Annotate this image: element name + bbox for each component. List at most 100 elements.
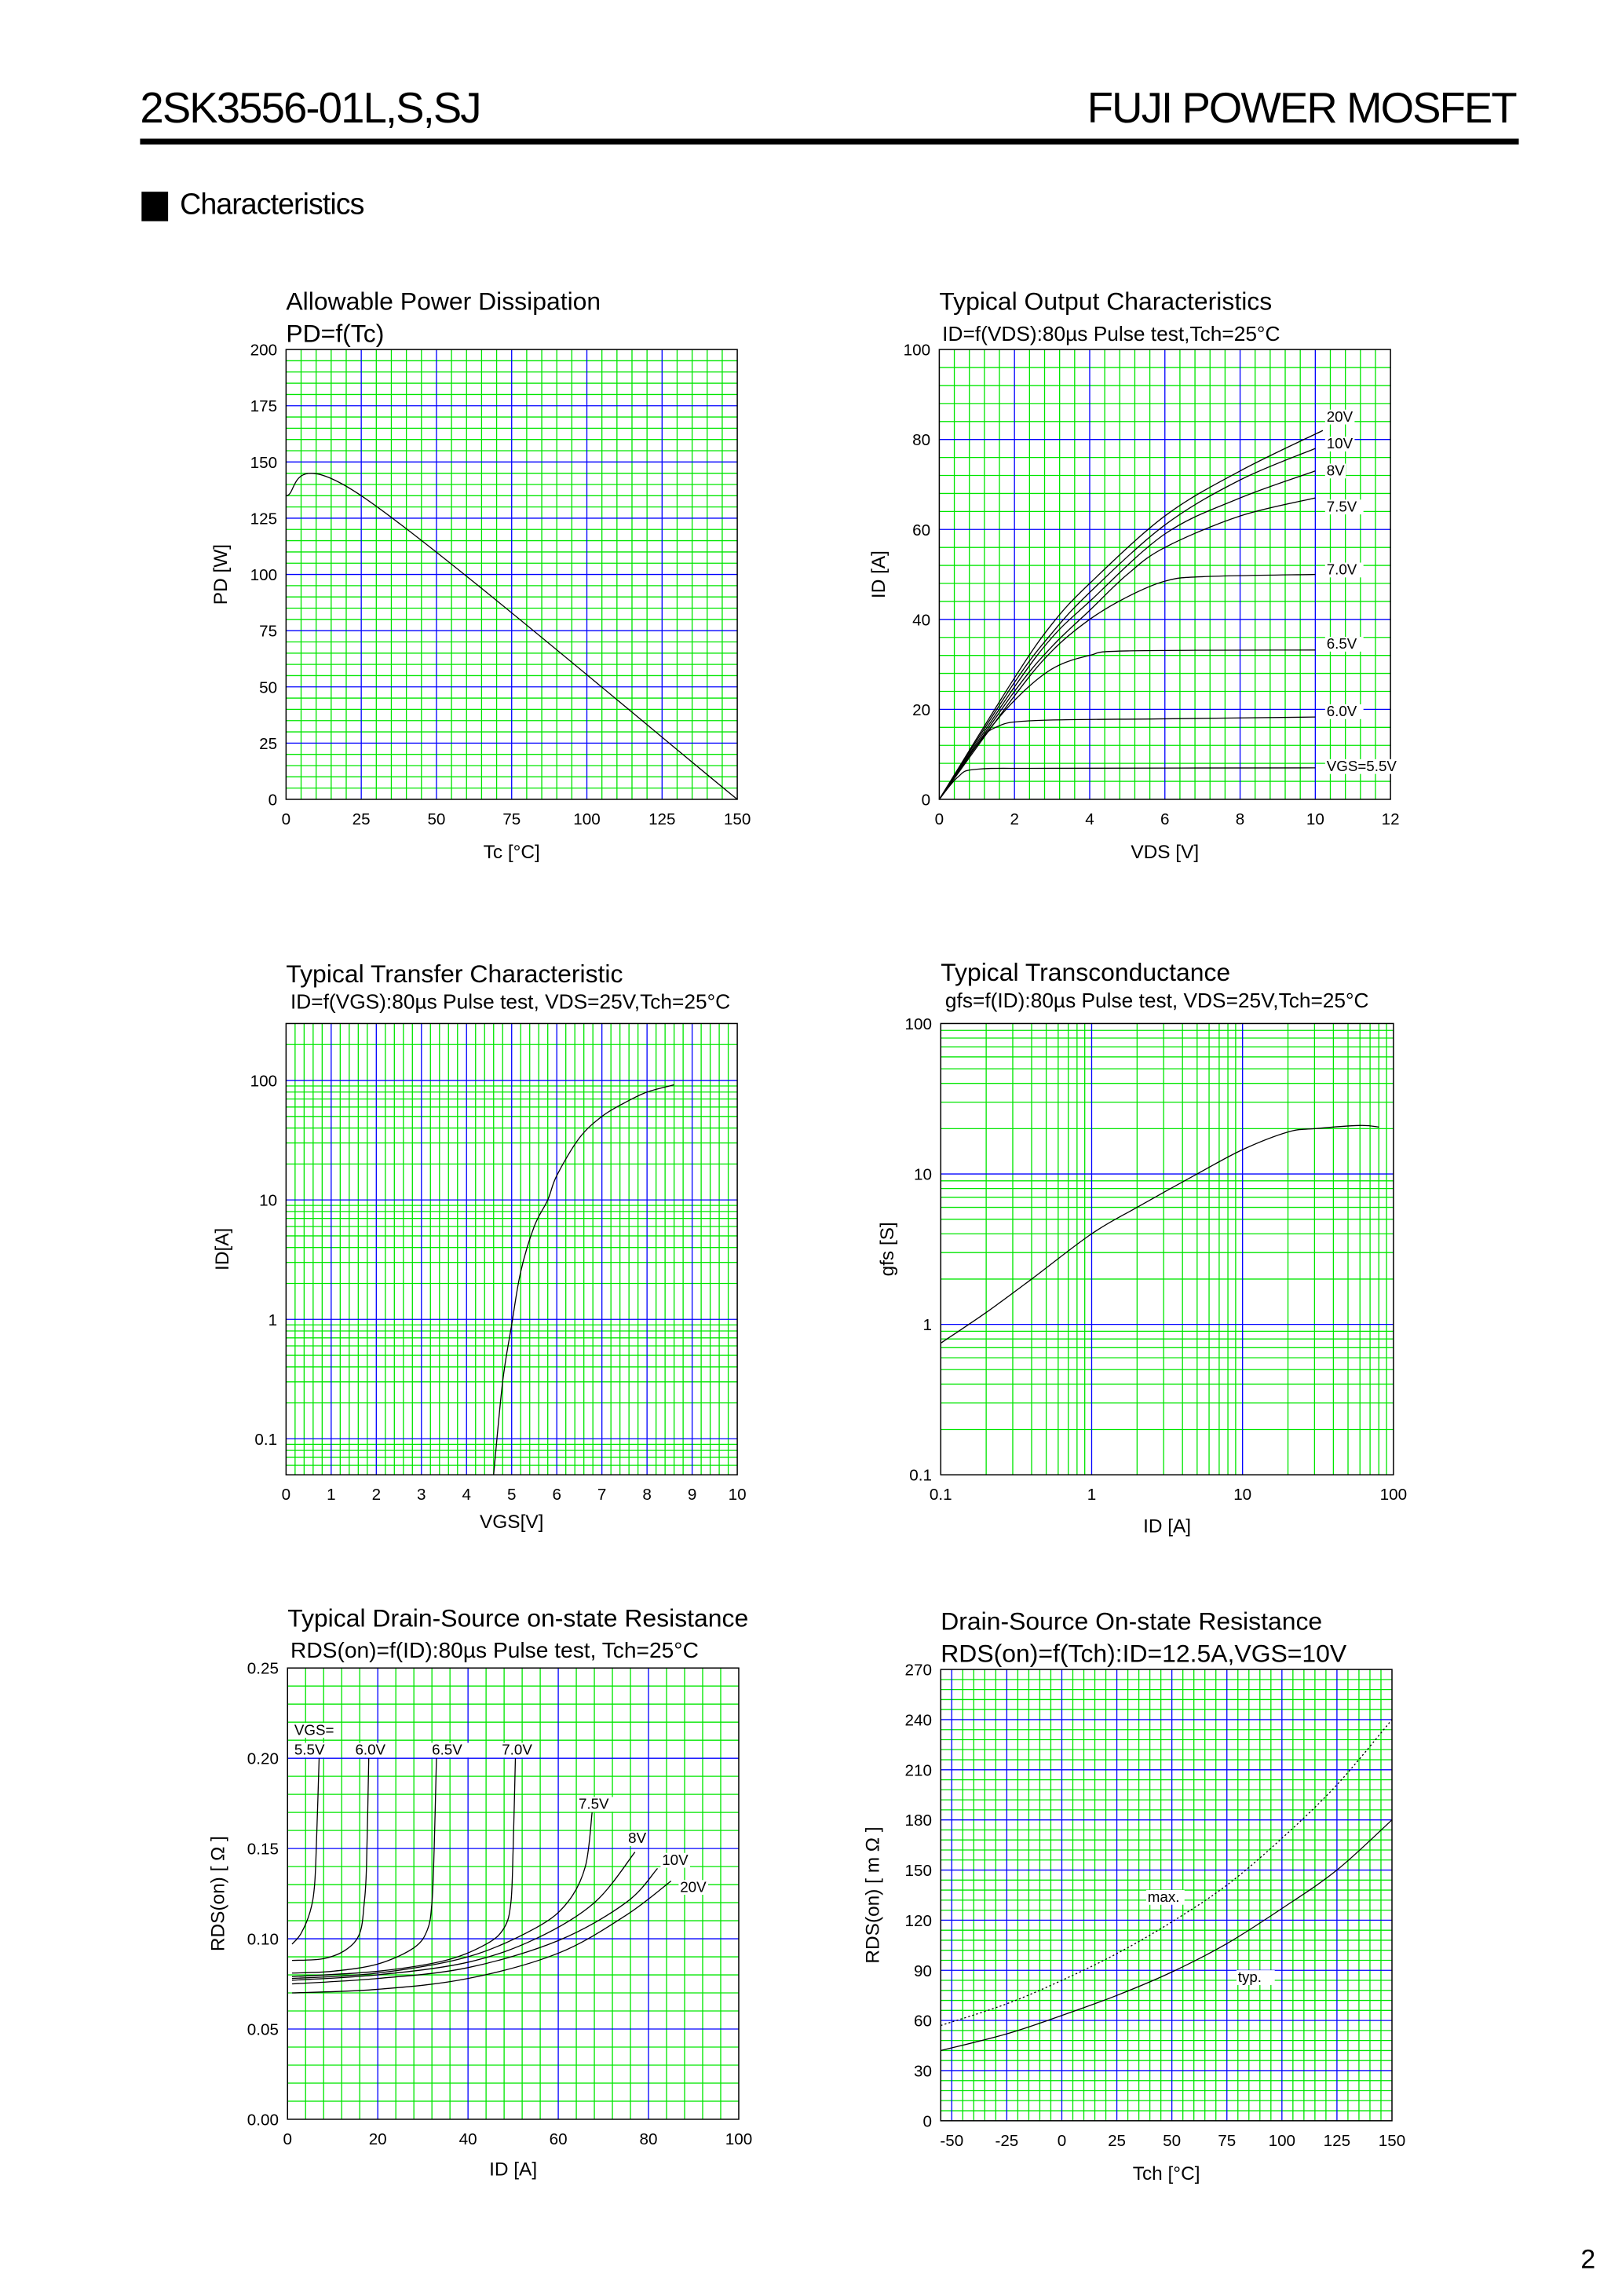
- y-tick-label: 150: [250, 454, 277, 472]
- annotation-bg: [627, 1831, 648, 1846]
- series-line-6: [938, 470, 1316, 800]
- y-tick-label: 0: [922, 791, 930, 809]
- x-tick-label: 7: [597, 1486, 606, 1504]
- y-tick-label: 120: [905, 1912, 932, 1930]
- plot-frame: [285, 1022, 738, 1475]
- chart-2: 20V 10V 8V 7.5V 7.0V 6.5V 6.0V VGS=5.5V 0 2 4 6 8 10 1…: [868, 287, 1400, 863]
- annotation-bg: [1324, 637, 1364, 652]
- section-marker-icon: [141, 192, 169, 221]
- y-tick-label: 180: [905, 1812, 932, 1830]
- annotation-bg: [660, 1852, 690, 1868]
- series-line-1: [938, 767, 1316, 800]
- y-tick-label: 0.00: [247, 2111, 279, 2129]
- series-line-1: [286, 473, 738, 800]
- annotation-bg: [1324, 437, 1355, 452]
- x-tick-label: 75: [502, 810, 521, 828]
- y-tick-label: 60: [914, 2013, 932, 2031]
- y-tick-label: 0.05: [247, 2021, 279, 2039]
- chart-title: Typical Transfer Characteristic: [286, 960, 623, 988]
- x-tick-label: 100: [1269, 2132, 1295, 2150]
- y-tick-label: 10: [914, 1166, 932, 1184]
- x-tick-label: 60: [550, 2130, 568, 2148]
- annotation-bg: [292, 1723, 331, 1738]
- annotation-bg: [577, 1797, 616, 1812]
- y-tick-label: 40: [912, 611, 930, 629]
- chart-subtitle: ID=f(VGS):80µs Pulse test, VDS=25V,Tch=2…: [290, 990, 730, 1014]
- x-tick-label: 9: [688, 1486, 696, 1504]
- annotation-bg: [1145, 1889, 1185, 1905]
- plot-frame: [287, 1667, 740, 2120]
- series-line-1: [940, 1124, 1379, 1344]
- series-line-2: [938, 716, 1316, 800]
- curve-label: 7.5V: [579, 1796, 609, 1812]
- chart-title: Typical Transconductance: [941, 958, 1230, 986]
- y-tick-label: 100: [250, 1073, 277, 1091]
- curve-label: 7.0V: [502, 1742, 532, 1758]
- annotation-bg: [678, 1880, 708, 1896]
- y-tick-label: 210: [905, 1761, 932, 1779]
- chart-subtitle: ID=f(VDS):80µs Pulse test,Tch=25°C: [942, 322, 1280, 345]
- x-tick-label: 10: [1306, 810, 1324, 828]
- x-tick-label: 150: [724, 810, 751, 828]
- chart-subtitle: gfs=f(ID):80µs Pulse test, VDS=25V,Tch=2…: [945, 989, 1369, 1012]
- series-line-7: [291, 1867, 659, 1985]
- y-tick-label: 20: [912, 701, 930, 719]
- series-line-8: [291, 1880, 672, 1994]
- x-tick-label: -25: [995, 2132, 1018, 2150]
- y-tick-label: 75: [259, 623, 277, 641]
- y-axis-label: ID[A]: [212, 1228, 233, 1270]
- curve-label: 7.5V: [1327, 498, 1357, 514]
- y-tick-label: 90: [914, 1962, 932, 1980]
- chart-subtitle: RDS(on)=f(ID):80µs Pulse test, Tch=25°C: [290, 1637, 699, 1662]
- curve-label: 20V: [1327, 408, 1353, 425]
- x-tick-label: 100: [573, 810, 600, 828]
- annotation-bg: [1236, 1970, 1275, 1985]
- y-axis-label: RDS(on) [ Ω ]: [207, 1836, 228, 1951]
- annotation-bg: [353, 1742, 393, 1758]
- x-tick-label: 100: [725, 2130, 752, 2148]
- part-number: 2SK3556-01L,S,SJ: [140, 85, 481, 133]
- chart-4: 0.1 1 10 100 0.1 1 10 100 Typical Transconductan…: [877, 958, 1407, 1537]
- chart-6: max. typ. -50 -25 0 25 50 75 100 125 150 0 30 60 90 120…: [862, 1607, 1405, 2184]
- x-tick-label: 8: [1236, 810, 1244, 828]
- x-tick-label: 50: [1163, 2132, 1181, 2150]
- x-tick-label: 50: [427, 810, 445, 828]
- chart-title: Typical Drain-Source on-state Resistance: [287, 1604, 748, 1632]
- curve-label: typ.: [1238, 1969, 1262, 1985]
- series-line-3: [938, 649, 1316, 800]
- x-tick-label: 0: [1058, 2132, 1066, 2150]
- x-tick-label: 0: [282, 810, 290, 828]
- x-tick-label: 6: [552, 1486, 561, 1504]
- x-tick-label: 0: [935, 810, 944, 828]
- y-tick-label: 0: [269, 791, 277, 809]
- series-line-2: [291, 1758, 370, 1961]
- x-tick-label: 0.1: [930, 1486, 952, 1504]
- curve-label: 6.5V: [1327, 635, 1357, 652]
- curve-label: VGS=: [294, 1721, 334, 1738]
- plot-frame: [940, 1022, 1394, 1475]
- x-tick-label: 6: [1160, 810, 1169, 828]
- x-tick-label: 25: [353, 810, 371, 828]
- curve-label: 7.0V: [1327, 561, 1357, 578]
- x-tick-label: 80: [640, 2130, 658, 2148]
- plot-frame: [938, 349, 1391, 800]
- series-line-3: [291, 1758, 437, 1974]
- y-tick-label: 80: [912, 431, 930, 449]
- curve-label: 8V: [628, 1830, 646, 1846]
- grid: [286, 1023, 738, 1475]
- grid: [941, 1669, 1393, 2121]
- series-line-7: [938, 448, 1316, 800]
- y-tick-label: 100: [250, 566, 277, 584]
- x-tick-label: 40: [459, 2130, 477, 2148]
- y-tick-label: 125: [250, 510, 277, 528]
- curve-label: VGS=5.5V: [1327, 758, 1397, 774]
- grid: [286, 349, 738, 799]
- y-tick-label: 10: [259, 1192, 277, 1210]
- curve-label: 10V: [1327, 435, 1353, 452]
- x-tick-label: 10: [729, 1486, 747, 1504]
- x-tick-label: 0: [283, 2130, 292, 2148]
- y-tick-label: 175: [250, 397, 277, 415]
- y-tick-label: 0.20: [247, 1750, 279, 1768]
- chart-subtitle: RDS(on)=f(Tch):ID=12.5A,VGS=10V: [941, 1640, 1347, 1668]
